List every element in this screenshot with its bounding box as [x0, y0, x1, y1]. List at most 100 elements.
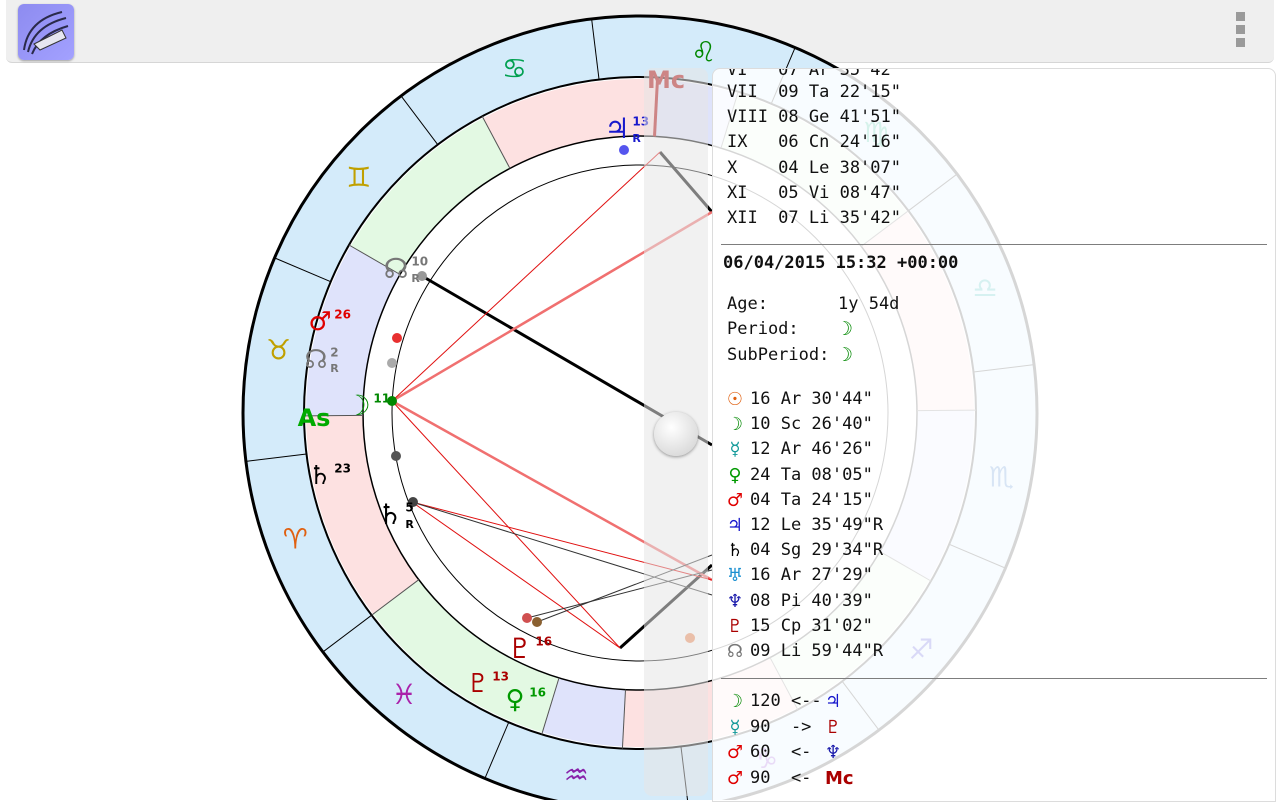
zodiac-sign-icon: ♒ [564, 758, 589, 791]
planet-position-dot [522, 613, 532, 623]
planet-degree-label: 13 [492, 669, 509, 683]
aspect-planet-icon: ♂ [726, 767, 744, 789]
aspect-target-icon: ♆ [825, 742, 842, 763]
planet-icon: ♅ [726, 565, 744, 587]
planet-icon: ☉ [726, 389, 744, 410]
inner-planet: ☊ 10 R [384, 252, 429, 285]
aspect-line-minor [411, 501, 621, 649]
cusp-row: VIII 08 Ge 41'51" [727, 107, 901, 127]
planet-icon: ♆ [726, 590, 744, 612]
planet-degree-label: 23 [334, 461, 351, 475]
astrology-app-icon[interactable] [18, 4, 74, 60]
planet-degree-label: 2 [330, 345, 338, 359]
age-label: Age: [727, 294, 768, 314]
ring-planet: ♂ 26 [308, 307, 351, 337]
sign-boundary-line [400, 95, 439, 145]
planet-icon: ☊ [727, 641, 743, 662]
planet-icon: ♀ [505, 685, 524, 715]
chart-datetime: 06/04/2015 15:32 +00:00 [723, 253, 959, 273]
planet-position-dot [619, 145, 629, 155]
inner-planet: ♄ 5 R [377, 498, 414, 531]
aspect-line-minor [391, 400, 621, 649]
overflow-menu-icon[interactable] [1226, 8, 1254, 56]
cusp-row: XI 05 Vi 08'47" [727, 183, 901, 203]
aspect-planet-icon: ☿ [729, 716, 741, 738]
sign-boundary-line [484, 722, 510, 779]
aspect-planet-icon: ♂ [726, 742, 744, 763]
ring-planet: ☊ 2 R [304, 345, 339, 375]
house-cusp-line [348, 244, 401, 275]
planet-position-dot [392, 333, 402, 343]
ring-planet: ♀ 16 [505, 685, 546, 715]
aspect-target-icon: Mc [825, 767, 854, 789]
planet-icon: ♄ [308, 461, 331, 491]
planet-position-value: 16 Ar 27'29" [750, 565, 873, 586]
ring-planet: ♄ 23 [308, 461, 351, 491]
planet-position-dot [417, 271, 427, 281]
planet-degree-label: 16 [529, 685, 546, 699]
house-cusp-line [621, 689, 627, 749]
divider [721, 678, 1267, 679]
planet-position-value: 04 Ta 24'15" [750, 489, 873, 510]
retrograde-label: R [405, 518, 414, 531]
inner-planet: ☽ 11 [345, 389, 390, 422]
house-sector [306, 415, 419, 615]
house-cusp-line [304, 414, 364, 417]
planet-icon: ♀ [728, 464, 742, 486]
moon-icon: ☽ [836, 318, 854, 340]
planet-icon: ♇ [726, 615, 744, 637]
planet-degree-label: 5 [405, 500, 413, 514]
aspect-value: 90 -> [750, 716, 812, 737]
retrograde-label: R [411, 272, 420, 285]
aspect-value: 120 <-- [750, 691, 822, 711]
planet-degree-label: 26 [334, 307, 351, 321]
planet-position-value: 15 Cp 31'02" [750, 615, 873, 636]
planet-position-dot [387, 396, 397, 406]
aspect-target-icon: ♇ [825, 716, 842, 738]
planet-icon: ♃ [604, 112, 629, 145]
planet-position-value: 12 Le 35'49"R [750, 515, 884, 535]
zodiac-sign-icon: ♌ [691, 36, 716, 69]
aspect-line-minor [391, 151, 661, 402]
house-sector [373, 579, 560, 733]
sign-boundary-line [322, 614, 372, 653]
planet-icon: ♄ [377, 498, 402, 531]
planet-icon: ♃ [726, 515, 744, 536]
zodiac-sign-icon: ♈ [283, 523, 308, 556]
planet-icon: ♇ [507, 632, 532, 665]
inner-planet: ♇ 16 [507, 632, 552, 665]
cusp-row-cut: VI 07 Ar 35'42" [727, 68, 901, 80]
house-cusp-line [371, 579, 420, 616]
planet-icon: ☊ [384, 252, 409, 285]
planet-position-dot [387, 358, 397, 368]
planet-icon: ♂ [308, 307, 331, 337]
planet-icon: ☿ [729, 439, 741, 461]
planet-position-dot [408, 497, 418, 507]
planet-position-value: 16 Ar 30'44" [750, 389, 873, 409]
zodiac-sign-icon: ♋ [502, 52, 527, 85]
retrograde-label: R [632, 132, 641, 145]
planet-icon: ♂ [726, 489, 744, 511]
zodiac-sign-icon: ♉ [266, 333, 291, 366]
age-value: 1y 54d [838, 294, 900, 314]
house-sector [306, 246, 401, 416]
retrograde-label: R [330, 362, 339, 375]
sign-boundary-line [245, 453, 307, 462]
planet-position-value: 10 Sc 26'40" [750, 414, 873, 435]
planet-icon: ☊ [304, 345, 327, 375]
sign-boundary-line [591, 18, 600, 80]
chart-info-panel: VI 07 Ar 35'42" VII 09 Ta 22'15" VIII 08… [712, 68, 1276, 802]
planet-position-dot [532, 617, 542, 627]
planet-icon: ☽ [345, 389, 370, 422]
planet-position-value: 04 Sg 29'34"R [750, 540, 884, 561]
planet-degree-label: 10 [411, 254, 428, 268]
ascendant-label: As [298, 404, 331, 432]
planet-position-value: 12 Ar 46'26" [750, 439, 873, 460]
planet-position-value: 08 Pi 40'39" [750, 590, 873, 611]
period-label: Period: [727, 319, 799, 339]
cusp-row: XII 07 Li 35'42" [727, 208, 901, 228]
panel-handle-knob[interactable] [654, 412, 698, 456]
planet-icon: ♄ [726, 540, 744, 562]
planet-position-value: 09 Li 59'44"R [750, 641, 884, 661]
cusp-row: IX 06 Cn 24'16" [727, 132, 901, 152]
